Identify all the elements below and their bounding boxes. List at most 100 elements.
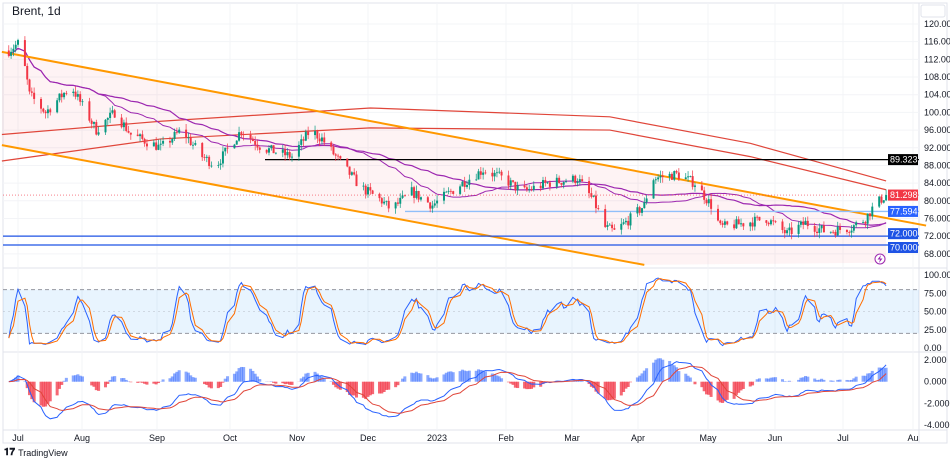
candle-body — [387, 200, 390, 209]
candle-body — [514, 181, 517, 191]
macd-hist-bar — [57, 381, 61, 389]
candle-body — [403, 195, 406, 197]
candle-body — [691, 176, 694, 187]
candle-body — [367, 187, 369, 195]
macd-hist-bar — [55, 381, 59, 396]
macd-hist-bar — [654, 359, 658, 382]
macd-hist-bar — [829, 380, 833, 382]
macd-hist-bar — [688, 377, 692, 382]
candle-body — [576, 181, 579, 184]
candle-body — [436, 200, 439, 204]
candle-body — [512, 180, 515, 182]
candle-body — [447, 190, 450, 192]
candle-body — [461, 181, 464, 187]
candle-body — [530, 189, 533, 190]
candle-body — [97, 132, 100, 135]
candle-body — [629, 213, 632, 226]
price-tick-label: 112.000 — [924, 54, 950, 64]
candle-body — [588, 181, 591, 194]
macd-hist-bar — [186, 372, 190, 382]
candle-body — [822, 225, 825, 233]
candle-body — [364, 185, 367, 195]
macd-hist-bar — [97, 381, 101, 391]
candle-body — [528, 189, 531, 190]
candle-body — [466, 185, 469, 187]
macd-hist-bar — [474, 370, 478, 382]
macd-hist-bar — [62, 380, 66, 382]
candle-body — [668, 173, 671, 178]
candle-body — [608, 224, 611, 226]
macd-hist-bar — [322, 378, 326, 382]
macd-hist-bar — [622, 381, 626, 392]
stoch-tick-label: 25.00 — [924, 325, 947, 335]
time-tick-label: Sep — [149, 433, 165, 443]
candle-body — [385, 200, 388, 202]
candle-body — [571, 175, 574, 182]
macd-hist-bar — [394, 381, 398, 388]
candle-body — [323, 137, 326, 143]
price-tick-label: 120.000 — [924, 19, 950, 29]
candle-body — [136, 134, 139, 137]
macd-hist-bar — [348, 381, 352, 395]
candle-body — [652, 180, 655, 199]
candle-body — [832, 231, 835, 233]
macd-hist-bar — [249, 368, 253, 382]
time-tick-label: Au — [907, 433, 918, 443]
candle-body — [546, 182, 549, 184]
candle-body — [88, 101, 91, 121]
candle-body — [291, 156, 294, 158]
time-tick-label: Feb — [498, 433, 514, 443]
chart-frame — [2, 2, 948, 444]
macd-hist-bar — [721, 381, 725, 403]
macd-hist-bar — [380, 381, 384, 394]
macd-hist-bar — [253, 373, 257, 382]
macd-hist-bar — [60, 381, 64, 385]
macd-hist-bar — [799, 377, 803, 382]
candle-body — [173, 131, 176, 140]
macd-hist-bar — [177, 370, 181, 382]
macd-hist-bar — [258, 379, 262, 382]
candle-body — [44, 111, 47, 114]
macd-hist-bar — [120, 378, 124, 382]
macd-hist-bar — [523, 381, 527, 389]
ma-50-line — [8, 47, 887, 226]
macd-hist-bar — [629, 381, 632, 383]
macd-hist-bar — [737, 381, 741, 393]
tradingview-brand[interactable]: 𝟏𝟕 TradingView — [4, 447, 68, 458]
macd-hist-bar — [656, 358, 660, 382]
candle-body — [155, 142, 158, 150]
candle-body — [790, 227, 793, 234]
candle-body — [799, 221, 802, 225]
macd-hist-bar — [28, 381, 32, 396]
candle-body — [72, 91, 75, 93]
candle-body — [735, 219, 738, 229]
candle-body — [178, 129, 181, 133]
candle-body — [49, 109, 52, 113]
macd-hist-bar — [850, 379, 854, 382]
candle-body — [836, 226, 839, 236]
lightning-bolt-shape — [877, 255, 883, 263]
macd-hist-bar — [642, 370, 646, 382]
macd-hist-bar — [640, 373, 644, 382]
candle-body — [7, 50, 10, 56]
macd-hist-bar — [382, 381, 386, 392]
macd-hist-bar — [288, 381, 292, 385]
macd-hist-bar — [767, 378, 771, 382]
candle-body — [417, 190, 420, 200]
candle-body — [256, 144, 259, 148]
macd-hist-bar — [764, 378, 768, 382]
candle-body — [756, 216, 759, 218]
settings-box[interactable] — [920, 4, 946, 18]
candle-body — [346, 158, 349, 167]
candle-body — [723, 221, 726, 225]
candle-body — [28, 79, 31, 92]
macd-hist-bar — [739, 381, 743, 391]
candle-body — [76, 94, 79, 97]
candle-body — [574, 175, 577, 184]
macd-hist-bar — [387, 381, 391, 390]
macd-hist-bar — [576, 380, 580, 382]
macd-hist-bar — [242, 367, 246, 382]
macd-hist-bar — [384, 381, 388, 390]
macd-hist-bar — [884, 367, 888, 382]
